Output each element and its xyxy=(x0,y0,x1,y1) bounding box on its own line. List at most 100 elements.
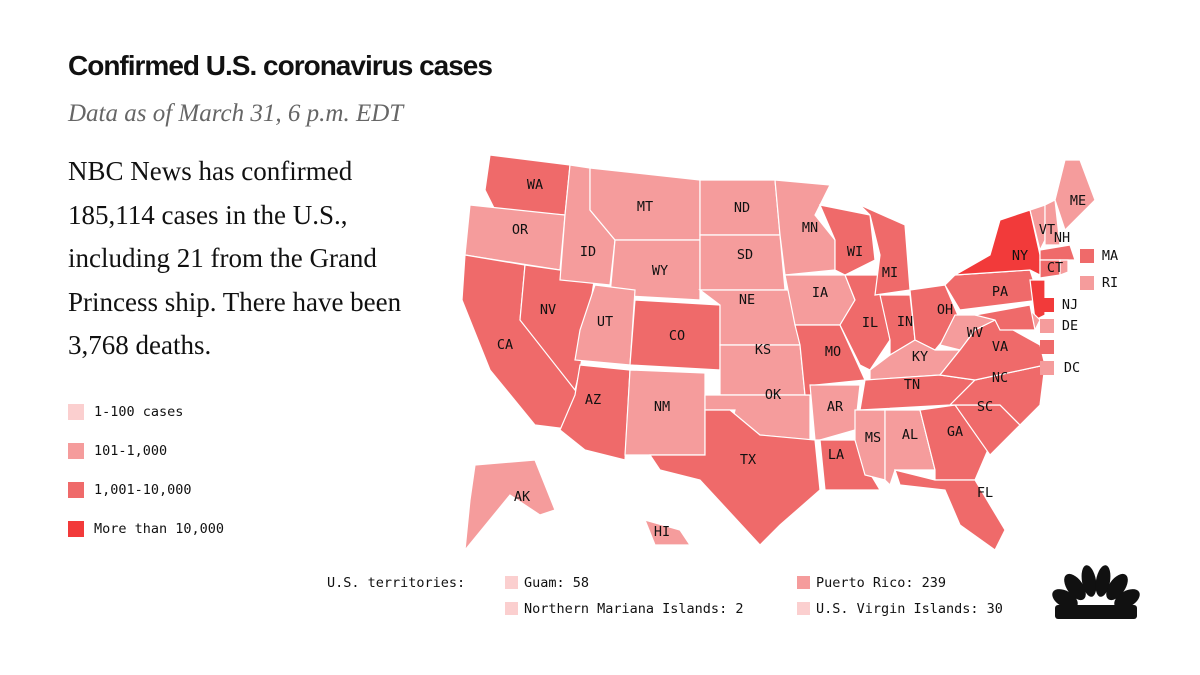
state-label: IN xyxy=(897,314,913,330)
state-label: SC xyxy=(977,399,993,415)
state-label: GA xyxy=(947,424,963,440)
state-label: UT xyxy=(597,314,613,330)
state xyxy=(1044,199,1061,246)
state xyxy=(1054,159,1096,232)
state xyxy=(894,469,1006,551)
state-callout xyxy=(1040,361,1054,375)
state-label: FL xyxy=(977,485,993,501)
legend-label: 1,001-10,000 xyxy=(94,481,192,498)
nbc-logo xyxy=(1052,565,1140,619)
summary: NBC News has confirmed 185,114 cases in … xyxy=(68,156,402,360)
state xyxy=(974,304,1036,331)
legend-label: More than 10,000 xyxy=(94,520,225,537)
title: Confirmed U.S. coronavirus cases xyxy=(68,50,493,81)
state-label: NY xyxy=(1012,248,1028,264)
state-label: MN xyxy=(802,220,818,236)
territory-swatch xyxy=(505,576,518,589)
state xyxy=(1059,259,1069,276)
state-label: DE xyxy=(1062,318,1078,334)
territory-label: U.S. Virgin Islands: 30 xyxy=(816,601,1003,617)
state-label: VA xyxy=(992,339,1008,355)
subtitle: Data as of March 31, 6 p.m. EDT xyxy=(68,100,404,127)
state-label: LA xyxy=(828,447,844,463)
state-label: ID xyxy=(580,244,596,260)
state-label: MA xyxy=(1102,248,1118,264)
legend-item: 101-1,000 xyxy=(68,431,224,470)
state xyxy=(464,459,556,552)
legend-swatch xyxy=(68,403,84,420)
states: WA OR CA NV ID MT WY UT CO AZ NM ND SD NE KS OK TX MN IA MO… xyxy=(461,154,1118,552)
state-label: IA xyxy=(812,285,828,301)
territory-label: Puerto Rico: 239 xyxy=(816,575,946,591)
state-label: NH xyxy=(1054,230,1070,246)
state-label: IL xyxy=(862,315,878,331)
state xyxy=(859,204,911,296)
territory-swatch xyxy=(797,602,810,615)
legend-item: 1,001-10,000 xyxy=(68,470,224,509)
state xyxy=(1039,244,1076,261)
state-label: ND xyxy=(734,200,750,216)
state-label: NC xyxy=(992,370,1008,386)
state-label: SD xyxy=(737,247,753,263)
state-label: WV xyxy=(967,325,983,341)
state-label: MT xyxy=(637,199,653,215)
territory-label: Guam: 58 xyxy=(524,575,589,591)
state-callout xyxy=(1040,298,1054,312)
state-callout xyxy=(1080,276,1094,290)
state-label: MO xyxy=(825,344,841,360)
territory-label: Northern Mariana Islands: 2 xyxy=(524,601,743,617)
state-label: RI xyxy=(1102,275,1118,291)
state-label: HI xyxy=(654,524,670,540)
legend-swatch xyxy=(68,442,84,459)
legend-swatch xyxy=(68,481,84,498)
legend: 1-100 cases 101-1,000 1,001-10,000 More tha… xyxy=(68,392,224,548)
state xyxy=(954,209,1041,276)
state xyxy=(643,519,692,546)
legend-label: 101-1,000 xyxy=(94,442,168,459)
state-label: OK xyxy=(765,387,782,403)
state-label: KS xyxy=(755,342,771,358)
state xyxy=(609,239,701,301)
state-label: CO xyxy=(669,328,685,344)
state-label: NJ xyxy=(1062,297,1078,313)
territory-swatch xyxy=(797,576,810,589)
state xyxy=(648,409,821,546)
state-label: OR xyxy=(512,222,529,238)
legend-swatch xyxy=(68,520,84,537)
state-label: ME xyxy=(1070,193,1086,209)
state-label: PA xyxy=(992,284,1008,300)
state-label: WA xyxy=(527,177,543,193)
state-label: OH xyxy=(937,302,953,318)
state-label: AL xyxy=(902,427,918,443)
state-label: AZ xyxy=(585,392,601,408)
legend-label: 1-100 cases xyxy=(94,403,184,420)
state xyxy=(854,409,886,481)
state-label: MI xyxy=(882,265,898,281)
legend-item: More than 10,000 xyxy=(68,509,224,548)
state-label: WY xyxy=(652,263,668,279)
state-callout xyxy=(1080,249,1094,263)
state-label: DC xyxy=(1064,360,1080,376)
state-label: TN xyxy=(904,377,920,393)
state-label: KY xyxy=(912,349,928,365)
state-label: NE xyxy=(739,292,755,308)
state-label: WI xyxy=(847,244,863,260)
state xyxy=(809,384,861,441)
state-callout xyxy=(1040,340,1054,354)
state-label: NM xyxy=(654,399,670,415)
state-label: AK xyxy=(514,489,531,505)
state-label: AR xyxy=(827,399,844,415)
state-label: VT xyxy=(1039,222,1055,238)
territories-label: U.S. territories: xyxy=(327,575,465,591)
territory-swatch xyxy=(505,602,518,615)
state-label: NV xyxy=(540,302,556,318)
state xyxy=(574,284,636,366)
state-label: CA xyxy=(497,337,513,353)
territories: U.S. territories: Guam: 58 Northern Marian… xyxy=(327,575,1003,617)
state-label: CT xyxy=(1047,260,1063,276)
state-callout xyxy=(1040,319,1054,333)
legend-item: 1-100 cases xyxy=(68,392,224,431)
state-label: TX xyxy=(740,452,756,468)
